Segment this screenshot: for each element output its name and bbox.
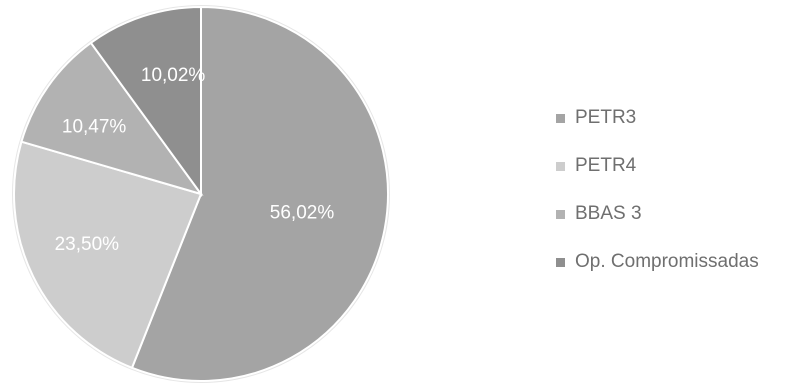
legend-label-petr3: PETR3 <box>575 107 637 128</box>
legend-swatch-petr3 <box>556 113 565 123</box>
legend-swatch-petr4 <box>556 161 565 171</box>
legend-swatch-bbas3 <box>556 209 565 219</box>
legend-label-bbas3: BBAS 3 <box>575 203 642 224</box>
legend-label-petr4: PETR4 <box>575 155 637 176</box>
pie-slice-petr4 <box>13 140 203 370</box>
pie-slice-bbas3 <box>20 41 204 196</box>
legend-swatch-op-compromissadas <box>556 257 565 267</box>
legend-item-op-compromissadas: Op. Compromissadas <box>556 249 759 275</box>
pie-plot-area: 56,02% 23,50% 10,47% 10,02% <box>12 5 390 383</box>
legend-item-petr4: PETR4 <box>556 153 759 179</box>
legend-item-bbas3: BBAS 3 <box>556 201 759 227</box>
pie-slice-petr3 <box>130 5 389 382</box>
data-label-petr3: 56,02% <box>270 202 335 223</box>
data-label-op-compromissadas: 10,02% <box>141 65 206 86</box>
data-label-bbas3: 10,47% <box>62 116 127 137</box>
pie-slice-op-compromissadas <box>89 5 202 198</box>
legend-item-petr3: PETR3 <box>556 105 759 131</box>
data-label-petr4: 23,50% <box>55 234 120 255</box>
legend-label-op-compromissadas: Op. Compromissadas <box>575 251 759 272</box>
legend: PETR3 PETR4 BBAS 3 Op. Compromissadas <box>556 105 759 275</box>
